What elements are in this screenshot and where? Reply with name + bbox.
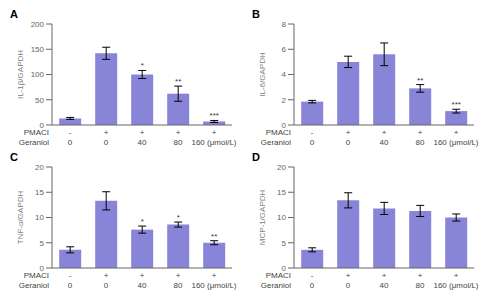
svg-text:0: 0: [40, 264, 45, 273]
svg-text:+: +: [140, 271, 145, 280]
svg-text:PMACI: PMACI: [24, 128, 49, 137]
svg-text:-: -: [311, 271, 314, 280]
svg-text:150: 150: [31, 45, 45, 54]
svg-text:0: 0: [40, 121, 45, 130]
svg-text:+: +: [104, 128, 109, 137]
svg-text:+: +: [176, 271, 181, 280]
svg-text:160 (μmol/L): 160 (μmol/L): [191, 281, 236, 290]
svg-text:**: **: [175, 77, 181, 86]
svg-text:Geraniol: Geraniol: [19, 138, 49, 147]
svg-text:+: +: [346, 128, 351, 137]
svg-text:Geraniol: Geraniol: [261, 138, 291, 147]
svg-text:0: 0: [310, 281, 315, 290]
svg-text:PMACI: PMACI: [24, 271, 49, 280]
svg-text:50: 50: [35, 96, 44, 105]
svg-text:80: 80: [416, 138, 425, 147]
svg-text:0: 0: [104, 281, 109, 290]
svg-text:4: 4: [282, 70, 287, 79]
svg-text:+: +: [212, 271, 217, 280]
svg-text:IL-1β/GAPDH: IL-1β/GAPDH: [16, 50, 25, 99]
svg-text:15: 15: [277, 188, 286, 197]
svg-text:+: +: [140, 128, 145, 137]
svg-text:*: *: [141, 217, 144, 226]
svg-text:**: **: [211, 232, 217, 241]
svg-text:0: 0: [310, 138, 315, 147]
svg-text:Geraniol: Geraniol: [261, 281, 291, 290]
svg-text:10: 10: [35, 213, 44, 222]
svg-text:***: ***: [452, 100, 461, 109]
svg-text:0: 0: [282, 121, 287, 130]
svg-text:0: 0: [68, 281, 73, 290]
svg-text:PMACI: PMACI: [266, 271, 291, 280]
svg-text:*: *: [177, 213, 180, 222]
html-text:A: A: [10, 8, 18, 20]
svg-text:-: -: [311, 128, 314, 137]
svg-text:Geraniol: Geraniol: [19, 281, 49, 290]
svg-text:10: 10: [277, 213, 286, 222]
svg-text:+: +: [176, 128, 181, 137]
svg-text:20: 20: [35, 163, 44, 172]
svg-text:TNF-α/GAPDH: TNF-α/GAPDH: [16, 191, 25, 245]
svg-text:80: 80: [416, 281, 425, 290]
svg-text:40: 40: [138, 281, 147, 290]
html-text:C: C: [10, 151, 18, 163]
svg-text:5: 5: [282, 239, 287, 248]
svg-text:MCP-1/GAPDH: MCP-1/GAPDH: [258, 189, 267, 245]
html-text:D: D: [252, 151, 260, 163]
svg-text:+: +: [104, 271, 109, 280]
svg-text:2: 2: [282, 96, 287, 105]
svg-text:+: +: [418, 128, 423, 137]
svg-text:5: 5: [40, 239, 45, 248]
svg-text:8: 8: [282, 20, 287, 29]
svg-text:+: +: [212, 128, 217, 137]
svg-text:15: 15: [35, 188, 44, 197]
svg-text:0: 0: [346, 138, 351, 147]
svg-text:80: 80: [174, 138, 183, 147]
html-text:B: B: [252, 8, 260, 20]
svg-text:160 (μmol/L): 160 (μmol/L): [433, 138, 478, 147]
svg-text:+: +: [454, 128, 459, 137]
svg-text:0: 0: [68, 138, 73, 147]
svg-text:+: +: [382, 128, 387, 137]
svg-text:20: 20: [277, 163, 286, 172]
svg-text:+: +: [418, 271, 423, 280]
svg-text:IL-6/GAPDH: IL-6/GAPDH: [258, 52, 267, 97]
svg-text:-: -: [69, 128, 72, 137]
svg-text:**: **: [417, 76, 423, 85]
svg-text:160 (μmol/L): 160 (μmol/L): [191, 138, 236, 147]
svg-text:+: +: [346, 271, 351, 280]
svg-text:-: -: [69, 271, 72, 280]
svg-text:+: +: [382, 271, 387, 280]
svg-text:40: 40: [380, 281, 389, 290]
svg-text:PMACI: PMACI: [266, 128, 291, 137]
svg-text:100: 100: [31, 70, 45, 79]
svg-text:200: 200: [31, 20, 45, 29]
svg-text:***: ***: [210, 111, 219, 120]
svg-text:0: 0: [346, 281, 351, 290]
svg-text:40: 40: [380, 138, 389, 147]
svg-text:0: 0: [282, 264, 287, 273]
svg-text:+: +: [454, 271, 459, 280]
svg-text:80: 80: [174, 281, 183, 290]
svg-text:40: 40: [138, 138, 147, 147]
svg-text:160 (μmol/L): 160 (μmol/L): [433, 281, 478, 290]
svg-text:*: *: [141, 61, 144, 70]
svg-text:0: 0: [104, 138, 109, 147]
svg-text:6: 6: [282, 45, 287, 54]
